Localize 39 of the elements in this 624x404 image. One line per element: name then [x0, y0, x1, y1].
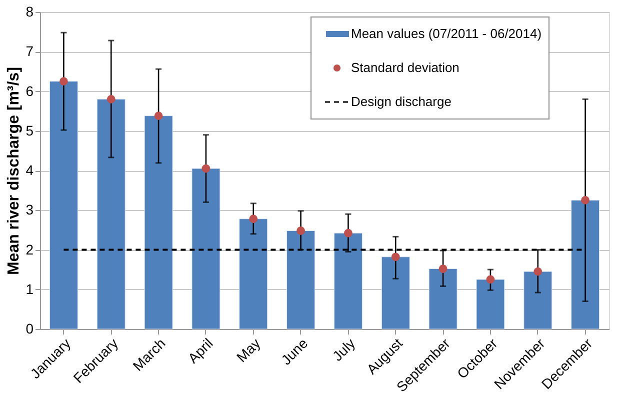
bar: [334, 232, 362, 330]
bar: [96, 98, 126, 330]
legend-label: Standard deviation: [351, 60, 460, 75]
bar: [192, 168, 220, 330]
y-tick-label: 4: [26, 162, 34, 178]
bar: [428, 268, 458, 330]
bar: [286, 230, 316, 330]
point: [581, 196, 590, 204]
point: [154, 112, 163, 120]
bar: [524, 271, 552, 330]
point: [60, 77, 68, 86]
y-axis-title: Mean river discharge [m³/s]: [6, 66, 23, 276]
point: [534, 267, 542, 276]
bar: [381, 256, 410, 330]
point: [438, 264, 448, 273]
y-tick-label: 0: [26, 320, 34, 336]
y-tick-label: 6: [26, 82, 34, 99]
y-tick-label: 5: [26, 122, 34, 138]
point: [106, 95, 116, 104]
point: [249, 214, 258, 224]
y-tick-label: 3: [26, 202, 34, 218]
legend-label: Mean values (07/2011 - 06/2014): [351, 26, 542, 41]
bar: [49, 81, 78, 330]
bar: [571, 200, 600, 330]
y-tick-label: 7: [26, 43, 34, 60]
point: [296, 226, 305, 235]
bar: [239, 218, 268, 330]
x-tick-label: May: [233, 335, 264, 366]
legend-label: Design discharge: [351, 94, 452, 109]
bar: [476, 279, 505, 330]
bar: [144, 116, 173, 330]
point: [391, 252, 400, 262]
y-tick-label: 1: [26, 280, 34, 297]
point: [486, 275, 495, 284]
x-tick-label: July: [329, 335, 358, 364]
y-tick-label: 8: [26, 4, 34, 20]
point: [202, 164, 210, 173]
y-tick-label: 2: [26, 241, 34, 258]
point: [344, 228, 352, 238]
